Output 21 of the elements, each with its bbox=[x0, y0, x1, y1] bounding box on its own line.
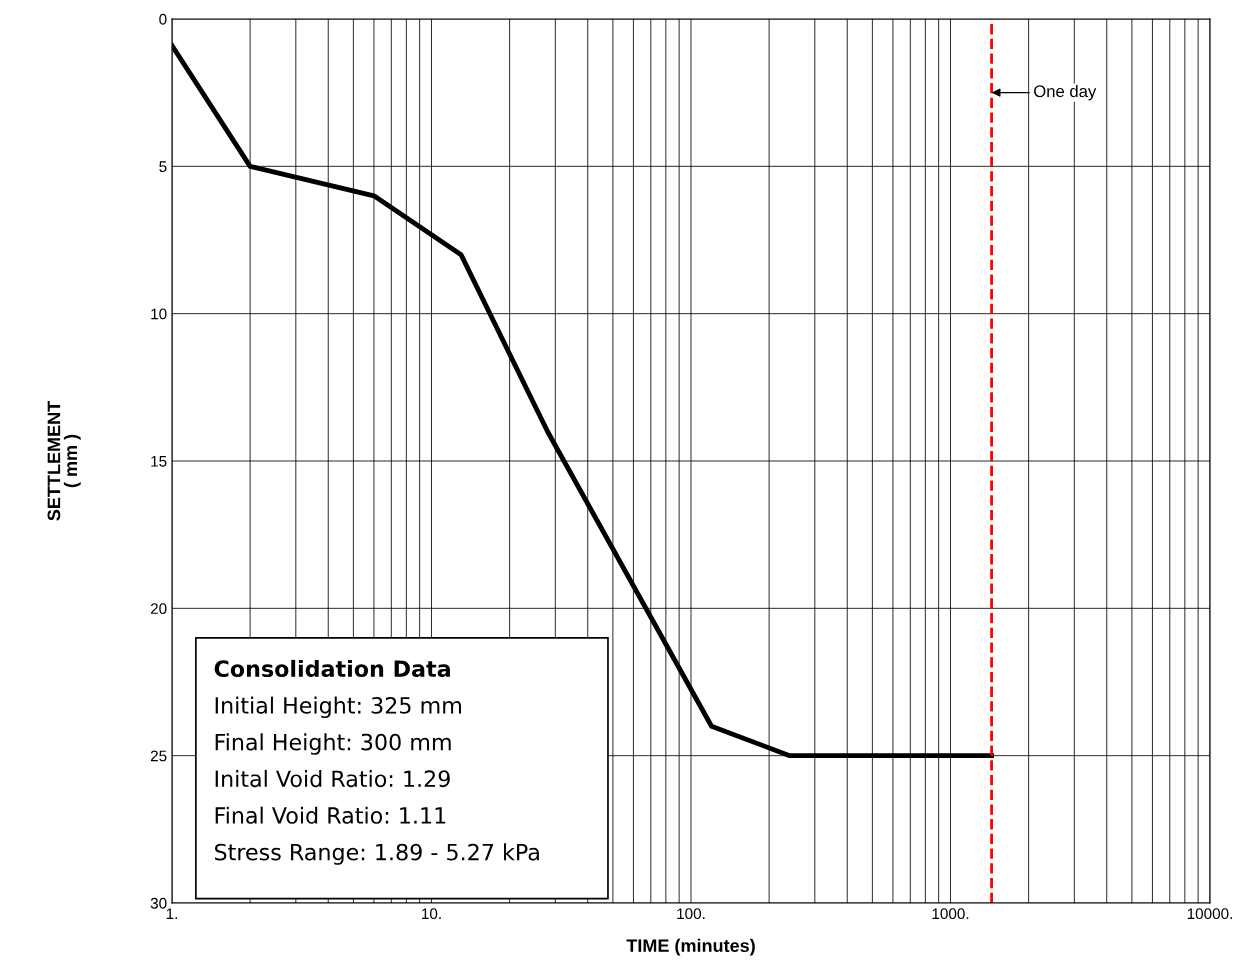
annotation: Final Height: 300 mm bbox=[215, 733, 451, 755]
annotation: Final Void Ratio: 1.11 bbox=[215, 806, 446, 824]
annotation: Initial Height: 325 mm bbox=[215, 696, 461, 719]
x-tick-label: 10000. bbox=[1187, 908, 1232, 920]
x-tick-label: 100. bbox=[677, 908, 705, 920]
y-tick-label: 10 bbox=[151, 308, 167, 320]
y-tick-label: 5 bbox=[159, 161, 167, 173]
annotation: Consolidation Data bbox=[214, 659, 450, 678]
y-tick-label: 25 bbox=[150, 750, 167, 762]
annotation: Inital Void Ratio: 1.29 bbox=[215, 769, 450, 788]
ref-line-label: One day bbox=[1034, 84, 1097, 101]
y-tick-label: 30 bbox=[150, 897, 167, 909]
x-tick-label: 1000. bbox=[932, 908, 969, 920]
x-axis-title: TIME (minutes) bbox=[626, 938, 755, 956]
y-tick-label: 20 bbox=[150, 603, 167, 615]
x-tick-label: 10. bbox=[422, 908, 441, 920]
y-tick-label: 0 bbox=[159, 13, 167, 25]
y-tick-label: 15 bbox=[151, 456, 167, 467]
annotation: Stress Range: 1.89 - 5.27 kPa bbox=[214, 843, 539, 865]
x-tick-label: 1. bbox=[166, 908, 177, 919]
y-axis-title: SETTLEMENT ( mm ) bbox=[47, 401, 81, 521]
